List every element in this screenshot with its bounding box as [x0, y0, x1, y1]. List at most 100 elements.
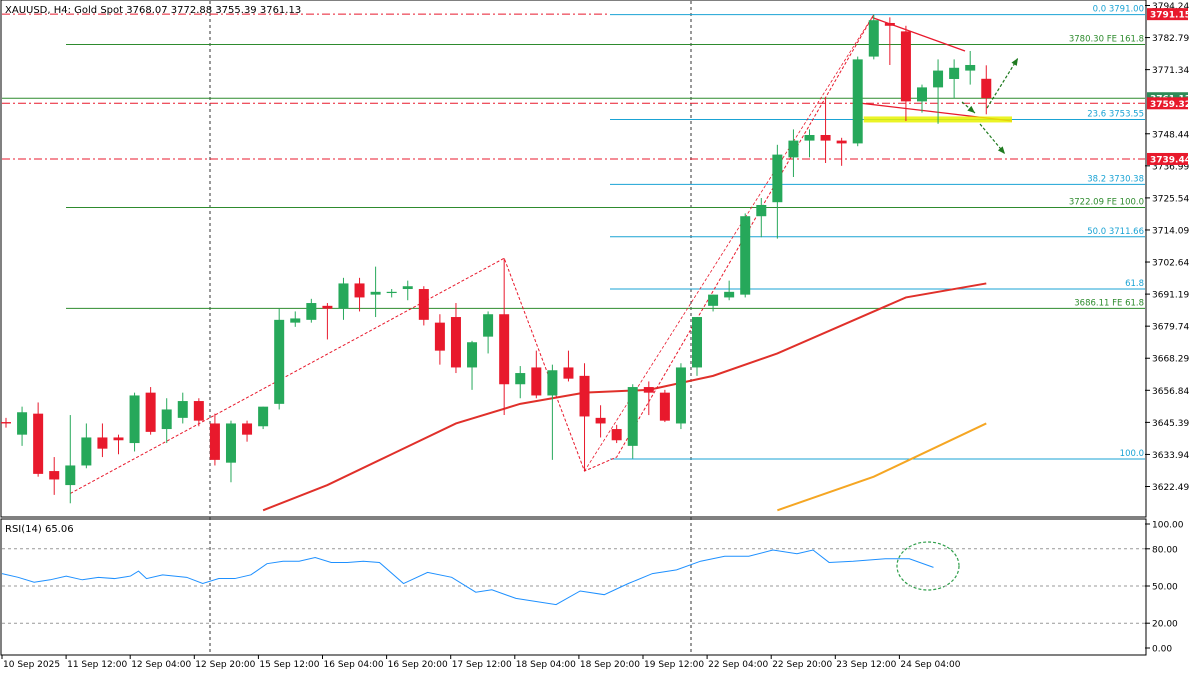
price-tick-label: 3794.24 — [1152, 2, 1189, 12]
price-tick-label: 3725.54 — [1152, 194, 1189, 204]
ema-fast-line — [262, 282, 987, 512]
candle — [49, 457, 60, 495]
price-tick-label: 3748.44 — [1152, 130, 1189, 140]
rsi-indicator: 100.00 80.00 50.00 20.00 0.00 — [1, 521, 1184, 655]
candle — [675, 363, 686, 430]
time-tick-label: 11 Sep 12:00 — [67, 660, 127, 670]
candle — [242, 420, 253, 442]
candle — [65, 415, 76, 504]
rsi-tick-label: 0.00 — [1152, 645, 1172, 655]
candle — [97, 423, 108, 458]
candle — [949, 59, 960, 99]
candle-body — [402, 286, 413, 290]
ema-slow-line — [777, 422, 987, 512]
candle — [788, 129, 799, 178]
candle-body — [338, 283, 349, 309]
candle-body — [306, 303, 317, 320]
candle-body — [627, 387, 638, 446]
candle — [627, 384, 638, 459]
time-axis: 10 Sep 2025 11 Sep 12:00 12 Sep 04:00 12 Se… — [1, 655, 961, 670]
candle — [804, 129, 815, 158]
candle-body — [965, 64, 976, 71]
candle — [900, 25, 911, 121]
price-tag-box — [1147, 97, 1188, 110]
candle-body — [836, 140, 847, 144]
candle-body — [1, 422, 11, 424]
price-tick-label: 3622.49 — [1152, 483, 1189, 493]
candle — [225, 420, 236, 483]
candle-body — [209, 423, 220, 460]
candle — [643, 381, 654, 416]
price-tick-label: 3771.34 — [1152, 66, 1189, 76]
candle — [579, 363, 590, 472]
candle — [113, 434, 124, 455]
time-tick-label: 18 Sep 04:00 — [516, 660, 576, 670]
time-tick-label: 22 Sep 04:00 — [708, 660, 768, 670]
candle-body — [515, 373, 526, 385]
candle — [515, 366, 526, 399]
candle — [981, 65, 992, 115]
candle-body — [595, 417, 606, 424]
candle — [161, 398, 172, 444]
price-tag-label: 3791.15 — [1150, 11, 1191, 21]
fib-retracement-label: 23.6 3753.55 — [1087, 109, 1144, 119]
candle-body — [81, 437, 92, 466]
candle — [434, 314, 445, 365]
candle-body — [483, 314, 494, 337]
candles[interactable] — [1, 14, 992, 504]
candle — [820, 98, 831, 164]
time-tick-label: 12 Sep 20:00 — [195, 660, 255, 670]
price-tick-label: 3645.39 — [1152, 419, 1189, 429]
candle-body — [274, 319, 285, 404]
candle-body — [547, 370, 558, 396]
candle — [177, 392, 188, 424]
candle-body — [643, 387, 654, 393]
time-tick-label: 16 Sep 20:00 — [388, 660, 448, 670]
time-tick-label: 22 Sep 20:00 — [772, 660, 832, 670]
candle-body — [981, 78, 992, 99]
time-tick-label: 17 Sep 12:00 — [452, 660, 512, 670]
candle-body — [949, 67, 960, 79]
candle — [836, 137, 847, 166]
fib-retracement-label: 50.0 3711.66 — [1087, 227, 1144, 237]
candle-body — [386, 291, 397, 294]
rsi-panel[interactable] — [0, 518, 1147, 656]
fib-expansion-label: 3780.30 FE 161.8 — [1069, 35, 1144, 45]
candle-body — [675, 367, 686, 424]
candle-body — [129, 395, 140, 444]
price-tick-label: 3668.29 — [1152, 355, 1189, 365]
price-panel[interactable] — [0, 0, 1147, 518]
time-tick-label: 18 Sep 20:00 — [580, 660, 640, 670]
candle-body — [708, 294, 719, 306]
candle — [563, 350, 574, 382]
candle — [756, 198, 767, 238]
candle — [611, 424, 622, 444]
fib-expansion-label: 3686.11 FE 61.8 — [1074, 298, 1144, 308]
time-tick-label: 23 Sep 12:00 — [836, 660, 896, 670]
candle-body — [418, 289, 429, 320]
time-tick-label: 16 Sep 04:00 — [324, 660, 384, 670]
rsi-line — [1, 549, 934, 606]
arrow-down-short-head — [967, 105, 975, 113]
candle-body — [788, 140, 799, 158]
candle — [467, 340, 478, 390]
rsi-tick-label: 80.00 — [1152, 545, 1178, 555]
price-tick-label: 3714.09 — [1152, 226, 1189, 236]
candle-body — [659, 392, 670, 421]
arrow-up-target-head — [1011, 58, 1018, 66]
candle-body — [933, 70, 944, 88]
candle — [692, 317, 703, 376]
price-tag-label: 3759.32 — [1150, 100, 1191, 110]
candle — [290, 311, 301, 327]
candle-body — [113, 437, 124, 441]
candle — [772, 144, 783, 239]
candle — [354, 277, 365, 312]
candle-body — [145, 392, 156, 432]
candle-body — [177, 401, 188, 418]
candle-body — [434, 322, 445, 351]
candle — [852, 56, 863, 147]
candle-body — [692, 317, 703, 368]
price-tick-label: 3679.74 — [1152, 323, 1189, 333]
candle — [450, 303, 461, 374]
